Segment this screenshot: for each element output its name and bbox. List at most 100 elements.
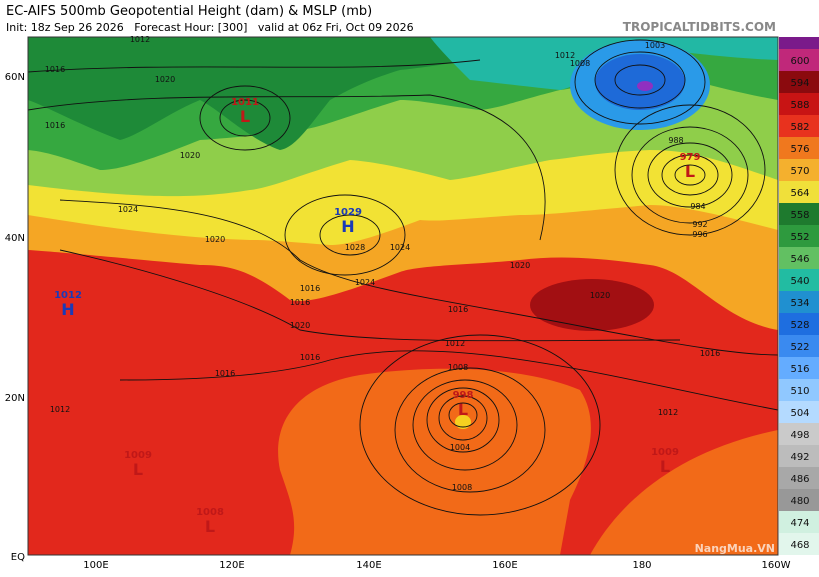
contour-label: 1008	[452, 483, 472, 492]
contour-label: 1024	[355, 278, 375, 287]
colorbar-cell	[779, 533, 819, 555]
contour-label: 1016	[300, 353, 320, 362]
field-darkred	[530, 279, 654, 331]
lat-label: 60N	[5, 72, 25, 83]
colorbar-label: 498	[790, 430, 809, 441]
colorbar-label: 582	[790, 122, 809, 133]
contour-label: 1004	[450, 443, 470, 452]
contour-label: 1008	[448, 363, 468, 372]
contour-label: 996	[692, 230, 707, 239]
colorbar-cell	[779, 71, 819, 93]
lat-label: 40N	[5, 233, 25, 244]
colorbar-cell	[779, 115, 819, 137]
lon-label: 100E	[83, 560, 108, 571]
pressure-value: 1012	[54, 290, 82, 301]
colorbar-cell	[779, 37, 819, 49]
colorbar-label: 594	[790, 78, 809, 89]
subtitle: Init: 18z Sep 26 2026 Forecast Hour: [30…	[6, 21, 414, 34]
colorbar-cell	[779, 49, 819, 71]
pressure-letter: L	[458, 400, 468, 419]
colorbar-cell	[779, 137, 819, 159]
pressure-letter: L	[660, 457, 670, 476]
lat-label: EQ	[11, 552, 25, 563]
lon-label: 120E	[219, 560, 244, 571]
colorbar-cell	[779, 511, 819, 533]
colorbar-label: 492	[790, 452, 809, 463]
pressure-value: 1011	[231, 97, 259, 108]
colorbar-cell	[779, 291, 819, 313]
contour-label: 1016	[700, 349, 720, 358]
colorbar-label: 540	[790, 276, 809, 287]
lon-label: 140E	[356, 560, 381, 571]
pressure-letter: L	[685, 162, 695, 181]
colorbar-cell	[779, 93, 819, 115]
field-orange	[590, 430, 778, 555]
colorbar-cell	[779, 357, 819, 379]
lon-label: 160W	[762, 560, 791, 571]
contour-label: 1020	[155, 75, 175, 84]
contour-label: 1020	[205, 235, 225, 244]
contour-label: 1020	[590, 291, 610, 300]
colorbar-label: 588	[790, 100, 809, 111]
site-label: TROPICALTIDBITS.COM	[623, 20, 776, 34]
contour-label: 1016	[45, 65, 65, 74]
colorbar-cell	[779, 181, 819, 203]
colorbar-label: 576	[790, 144, 809, 155]
colorbar-label: 600	[790, 56, 809, 67]
contour-label: 1024	[390, 243, 410, 252]
pressure-value: 1009	[124, 450, 152, 461]
colorbar-cell	[779, 445, 819, 467]
contour-label: 1020	[290, 321, 310, 330]
colorbar-label: 468	[790, 540, 809, 551]
colorbar-cell	[779, 313, 819, 335]
colorbar-cell	[779, 335, 819, 357]
colorbar-cell	[779, 269, 819, 291]
pressure-letter: L	[240, 107, 250, 126]
contour-label: 1012	[555, 51, 575, 60]
colorbar-label: 474	[790, 518, 809, 529]
colorbar-label: 570	[790, 166, 809, 177]
contour-label: 1020	[180, 151, 200, 160]
field-purple	[637, 81, 653, 91]
contour-label: 984	[690, 202, 705, 211]
colorbar-cell	[779, 247, 819, 269]
colorbar-label: 534	[790, 298, 809, 309]
contour-label: 1028	[345, 243, 365, 252]
colorbar-cell	[779, 203, 819, 225]
colorbar-cell	[779, 423, 819, 445]
lat-label: 20N	[5, 393, 25, 404]
colorbar-cell	[779, 379, 819, 401]
title: EC-AIFS 500mb Geopotential Height (dam) …	[6, 4, 372, 19]
contour-label: 1008	[570, 59, 590, 68]
contour-label: 1016	[215, 369, 235, 378]
map-fields	[28, 37, 778, 555]
colorbar-label: 486	[790, 474, 809, 485]
contour-label: 1012	[50, 405, 70, 414]
contour-label: 1020	[510, 261, 530, 270]
contour-label: 1016	[300, 284, 320, 293]
field-yellow-spot	[455, 415, 471, 429]
colorbar-label: 546	[790, 254, 809, 265]
isobars	[28, 39, 778, 516]
colorbar-cell	[779, 467, 819, 489]
colorbar-cell	[779, 225, 819, 247]
colorbar-label: 480	[790, 496, 809, 507]
colorbar-label: 552	[790, 232, 809, 243]
pressure-value: 1009	[651, 447, 679, 458]
contour-label: 1024	[118, 205, 138, 214]
colorbar-label: 558	[790, 210, 809, 221]
watermark: NangMua.VN	[695, 542, 775, 555]
contour-label: 1003	[645, 41, 665, 50]
contour-label: 988	[668, 136, 683, 145]
colorbar-label: 564	[790, 188, 809, 199]
contour-label: 1012	[658, 408, 678, 417]
pressure-letter: L	[205, 517, 215, 536]
colorbar-label: 504	[790, 408, 809, 419]
pressure-value: 1029	[334, 207, 362, 218]
colorbar-cell	[779, 489, 819, 511]
pressure-letter: H	[61, 300, 74, 319]
map-frame	[27, 36, 779, 556]
pressure-value: 1008	[196, 507, 224, 518]
